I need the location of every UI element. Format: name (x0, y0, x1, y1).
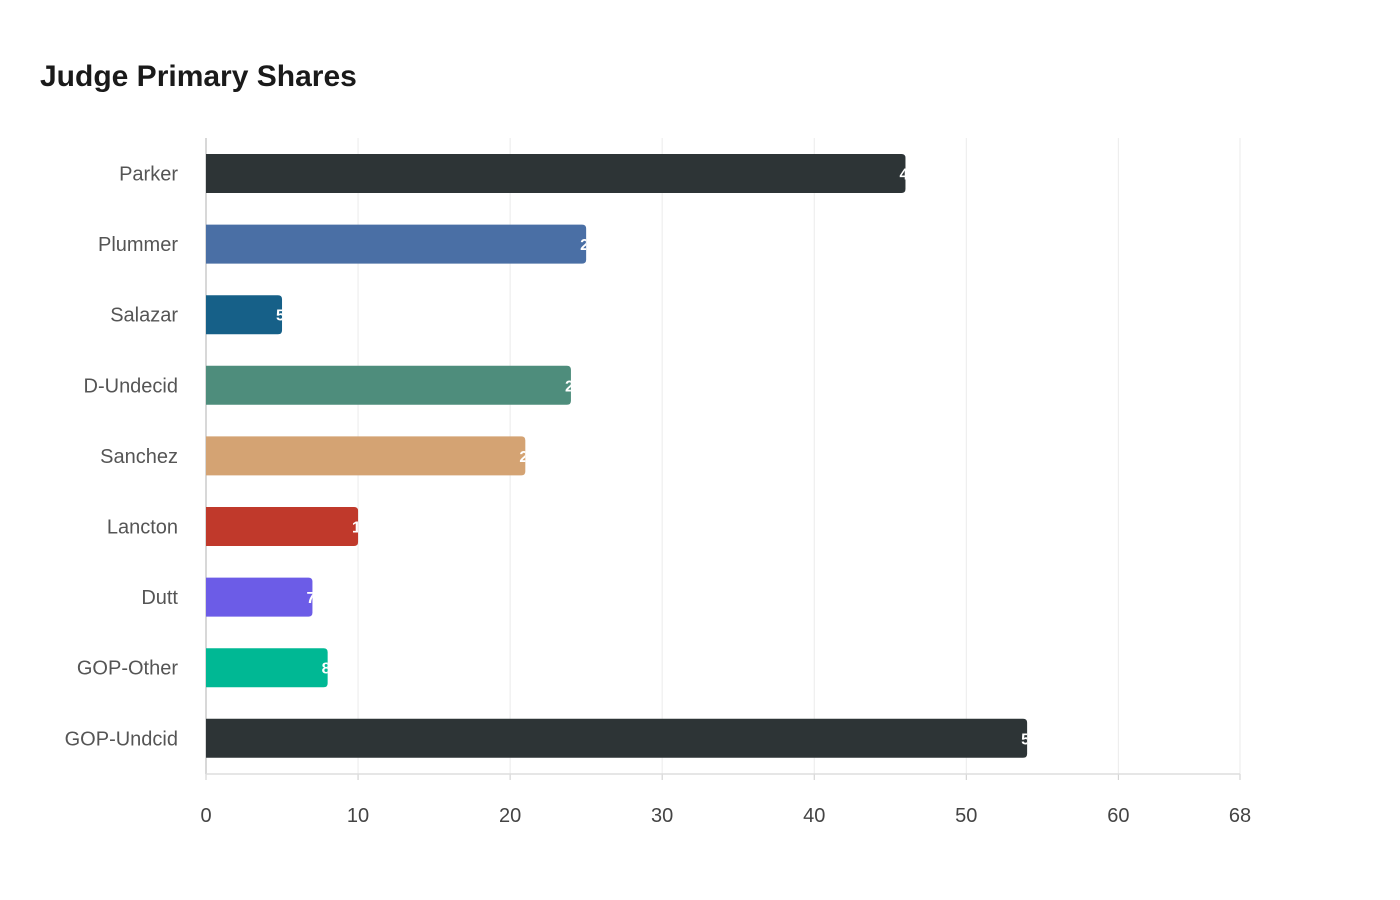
value-label-gop-other: 8 (322, 661, 331, 678)
bar-gop-other (206, 648, 328, 688)
category-label-lancton: Lancton (107, 517, 178, 539)
bar-sanchez (206, 436, 526, 476)
value-label-dutt: 7 (306, 590, 315, 607)
value-label-d-undecid: 24 (565, 378, 583, 395)
value-label-lancton: 10 (352, 520, 370, 537)
category-label-sanchez: Sanchez (100, 446, 178, 468)
x-tick-label-2: 20 (499, 805, 521, 827)
value-label-salazar: 5 (276, 308, 285, 325)
bar-gop-undcid (206, 718, 1028, 758)
x-tick-label-4: 40 (803, 805, 825, 827)
value-label-parker: 46 (899, 167, 917, 184)
category-label-parker: Parker (119, 164, 178, 186)
category-label-dutt: Dutt (141, 587, 178, 609)
category-label-gop-other: GOP-Other (77, 658, 178, 680)
bar-d-undecid (206, 365, 571, 405)
category-label-plummer: Plummer (98, 234, 178, 256)
x-tick-label-1: 10 (347, 805, 369, 827)
labels: 0 10 20 30 40 50 60 68 Parker Plummer Salazar D-Und… (65, 164, 1252, 828)
x-tick-label-6: 60 (1107, 805, 1129, 827)
chart-title: Judge Primary Shares (40, 60, 357, 93)
value-label-plummer: 25 (580, 237, 598, 254)
bar-plummer (206, 224, 587, 264)
x-tick-label-7: 68 (1229, 805, 1251, 827)
bar-dutt (206, 577, 313, 617)
x-tick-label-3: 30 (651, 805, 673, 827)
x-tick-label-5: 50 (955, 805, 977, 827)
bars: 46 25 5 24 21 10 7 8 54 (206, 154, 1039, 758)
bar-lancton (206, 507, 359, 546)
value-label-gop-undcid: 54 (1021, 731, 1039, 748)
category-label-gop-undcid: GOP-Undcid (65, 728, 178, 750)
category-label-salazar: Salazar (110, 305, 178, 327)
bar-salazar (206, 295, 283, 335)
value-label-sanchez: 21 (519, 449, 537, 466)
x-tick-label-0: 0 (200, 805, 211, 827)
category-label-d-undecid: D-Undecid (84, 375, 178, 397)
bar-parker (206, 154, 906, 193)
